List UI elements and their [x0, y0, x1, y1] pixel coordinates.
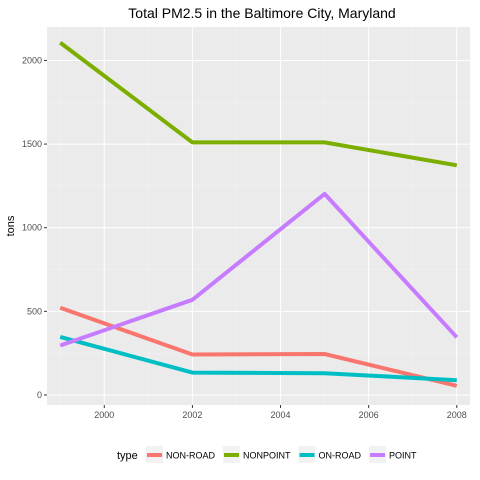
series-lines	[58, 41, 459, 388]
legend-title: type	[117, 450, 138, 462]
x-tick-label: 2006	[359, 410, 379, 420]
legend-label: NON-ROAD	[166, 451, 215, 461]
legend: type NON-ROAD NONPOINT ON-ROAD POINT	[117, 446, 417, 463]
legend-label: NONPOINT	[243, 451, 291, 461]
x-tick-label: 2000	[94, 410, 114, 420]
legend-label: ON-ROAD	[319, 451, 362, 461]
x-tick-label: 2004	[271, 410, 291, 420]
legend-label: POINT	[389, 451, 417, 461]
series-line-point	[59, 191, 459, 348]
y-tick-label: 0	[37, 390, 42, 400]
series-line-nonpoint	[58, 41, 458, 168]
y-axis-ticks: 0 500 1000 1500 2000	[22, 55, 47, 400]
y-tick-label: 500	[27, 306, 42, 316]
y-tick-label: 1000	[22, 223, 42, 233]
series-line-on-road	[59, 334, 457, 383]
chart-title: Total PM2.5 in the Baltimore City, Maryl…	[128, 5, 395, 21]
plot-panel	[47, 27, 470, 405]
y-axis-label: tons	[5, 215, 17, 236]
legend-items: NON-ROAD NONPOINT ON-ROAD POINT	[146, 446, 417, 463]
x-axis-ticks: 2000 2002 2004 2006 2008	[94, 405, 467, 420]
series-line-non-road	[59, 305, 458, 388]
grid-minor	[47, 27, 470, 405]
x-tick-label: 2002	[182, 410, 202, 420]
x-tick-label: 2008	[447, 410, 467, 420]
y-tick-label: 2000	[22, 55, 42, 65]
y-tick-label: 1500	[22, 139, 42, 149]
